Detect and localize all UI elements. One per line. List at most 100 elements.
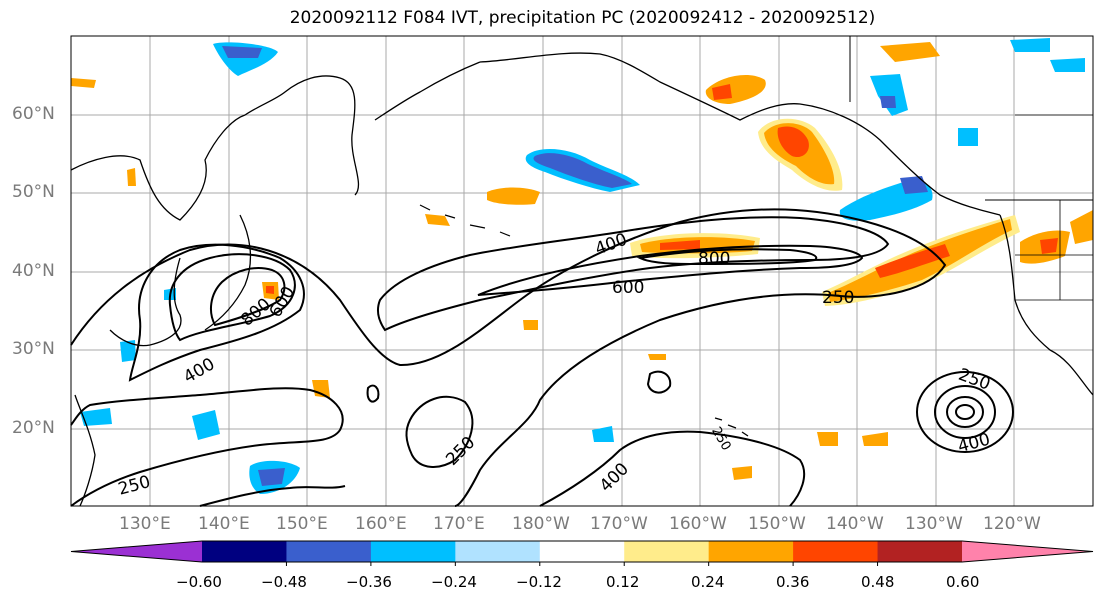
colorbar-outline: [70, 540, 1094, 563]
ivt-contour-250-eastern-storm: [916, 371, 1014, 453]
precip-negative-bc-coast-core: [900, 176, 928, 194]
coastline-kamchatka: [374, 61, 481, 121]
precip-positive-coast-east-max: [1040, 238, 1058, 254]
precip-positive-coast-ne: [1070, 210, 1093, 244]
colorbar-segment: [286, 541, 372, 562]
precip-negative-taiwan: [120, 340, 136, 362]
coastline-aleutians: [419, 204, 511, 237]
lon-label-130w: 130°W: [905, 514, 963, 534]
coastline-north-america-west: [999, 214, 1094, 396]
ivt-contour-250-southwest-low: [199, 485, 346, 507]
border-us-states: [1015, 114, 1093, 301]
contour-label: 600: [612, 278, 644, 298]
precip-negative-canada-north: [1010, 38, 1050, 52]
colorbar-segment: [202, 541, 287, 562]
precip-positive-south-center: [732, 466, 752, 480]
coastline-hawaii: [714, 417, 749, 437]
precip-positive-sakhalin: [127, 168, 136, 186]
colorbar-tick: 0.36: [776, 573, 810, 591]
precip-positive-yukon: [880, 42, 940, 62]
ivt-contours: [70, 208, 1014, 507]
precip-negative-bering-sea-core: [533, 153, 632, 188]
lat-label-20n: 20°N: [12, 418, 55, 438]
colorbar-tick: 0.24: [691, 573, 725, 591]
ivt-contour-400-japan: [128, 243, 305, 382]
ivt-contour-400-eastern-storm: [934, 385, 996, 439]
lat-label-40n: 40°N: [12, 261, 55, 281]
lon-label-140w: 140°W: [826, 514, 884, 534]
precip-positive-western-pacific: [312, 380, 330, 398]
ivt-contour-600-japan: [168, 253, 296, 342]
colorbar-tick: 0.60: [946, 573, 980, 591]
precip-negative-alaska-panhandle: [870, 74, 908, 116]
precip-anomaly-fills: [71, 38, 1093, 494]
colorbar-extend-min: [71, 541, 202, 562]
colorbar-tick: −0.36: [346, 573, 392, 591]
map-title: 2020092112 F084 IVT, precipitation PC (2…: [289, 8, 876, 28]
precip-positive-south-east-a: [817, 432, 838, 446]
lon-label-180w: 180°W: [512, 514, 570, 534]
precip-negative-central-south: [592, 426, 614, 442]
precip-negative-tropical-west-core: [258, 468, 285, 486]
coastline-philippines: [74, 394, 96, 507]
colorbar-tick: −0.24: [431, 573, 477, 591]
lon-label-120w: 120°W: [983, 514, 1041, 534]
coastline-alaska: [479, 52, 1001, 216]
ivt-contour-250-central: [405, 395, 474, 468]
ivt-contour-600-eastern-storm: [946, 396, 984, 428]
colorbar-segment: [624, 541, 710, 562]
lon-label-150w: 150°W: [748, 514, 806, 534]
precip-positive-small-center: [648, 354, 666, 360]
precip-negative-philippine-sea: [192, 410, 220, 440]
ivt-contour-400-jet: [376, 216, 890, 332]
colorbar-segment: [370, 541, 456, 562]
colorbar-tick: 0.12: [606, 573, 640, 591]
ivt-contour-400-south: [539, 430, 806, 507]
lon-label-160w: 160°W: [669, 514, 727, 534]
precip-negative-bc-interior: [958, 128, 978, 146]
ivt-contour-800-japan: [209, 267, 286, 327]
ivt-contour-250-southwest: [70, 387, 344, 507]
lon-label-170e: 170°E: [433, 514, 485, 534]
ivt-contour-250-small-west: [366, 384, 380, 403]
colorbar-segment: [539, 541, 625, 562]
contour-label: 250: [822, 288, 854, 308]
coastline-asia: [70, 75, 360, 221]
graticule: [71, 36, 1093, 506]
lon-label-130e: 130°E: [119, 514, 171, 534]
coastline-korea: [109, 257, 182, 347]
colorbar-tick: −0.60: [176, 573, 222, 591]
coastlines: [70, 36, 1094, 507]
precip-positive-kuril: [425, 214, 450, 226]
colorbar-segment: [793, 541, 879, 562]
lon-label-150e: 150°E: [276, 514, 328, 534]
precip-positive-small-mid: [523, 320, 538, 330]
lon-label-160e: 160°E: [355, 514, 407, 534]
precip-positive-japan-max: [266, 286, 274, 294]
precip-negative-luzon: [80, 408, 112, 426]
colorbar-segment: [877, 541, 963, 562]
lon-label-140e: 140°E: [198, 514, 250, 534]
lon-label-170w: 170°W: [590, 514, 648, 534]
precip-negative-kamchatka-core: [222, 46, 262, 58]
ivt-contour-small-ring: [646, 370, 672, 394]
ivt-contour-800-jet: [636, 248, 818, 266]
lat-label-50n: 50°N: [12, 182, 55, 202]
precip-positive-alaska-north-max: [712, 84, 732, 100]
colorbar-tick: −0.12: [516, 573, 562, 591]
coastline-japan: [204, 214, 252, 331]
colorbar-tick: 0.48: [861, 573, 895, 591]
ivt-contour-250-jet: [70, 208, 947, 507]
colorbar: [70, 540, 1094, 566]
ivt-contour-800-eastern-storm: [955, 404, 975, 420]
precip-positive-bering: [487, 187, 540, 205]
ivt-contour-600-jet: [477, 244, 864, 296]
map-frame: [70, 35, 1094, 507]
precip-negative-alaska-panhandle-core: [880, 96, 896, 108]
colorbar-segment: [708, 541, 794, 562]
colorbar-tick: −0.48: [261, 573, 307, 591]
precip-positive-siberia: [71, 78, 96, 88]
precip-positive-jet-band-max: [660, 240, 700, 250]
lat-label-60n: 60°N: [12, 104, 55, 124]
